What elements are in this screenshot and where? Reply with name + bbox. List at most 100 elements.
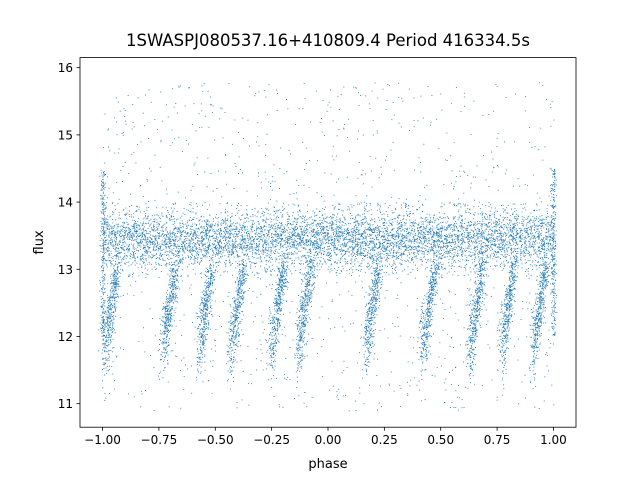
data-point <box>258 240 260 242</box>
data-point <box>435 233 437 235</box>
data-point <box>392 234 393 236</box>
data-point <box>346 209 348 211</box>
data-point <box>468 238 470 240</box>
data-point <box>468 255 470 257</box>
data-point <box>425 228 427 230</box>
data-point <box>251 239 253 241</box>
data-point <box>517 262 519 264</box>
data-point <box>310 251 312 252</box>
data-point <box>425 236 426 237</box>
data-point <box>518 237 520 239</box>
data-point <box>402 240 403 242</box>
data-point <box>351 253 353 255</box>
data-point <box>123 226 125 228</box>
data-point <box>325 236 326 238</box>
data-point <box>534 209 535 211</box>
data-point <box>509 230 511 232</box>
data-point <box>340 257 342 259</box>
data-point <box>248 261 250 263</box>
data-point <box>304 215 306 217</box>
data-point <box>509 243 511 245</box>
data-point <box>317 230 319 231</box>
data-point <box>424 231 426 233</box>
data-point <box>193 236 195 238</box>
data-point <box>196 225 197 226</box>
data-point <box>533 236 535 238</box>
data-point <box>179 251 181 253</box>
data-point <box>438 253 440 255</box>
data-point <box>497 247 499 249</box>
data-point <box>375 243 377 245</box>
data-point <box>433 240 435 242</box>
data-point <box>422 221 424 222</box>
data-point <box>206 220 208 222</box>
data-point <box>488 226 490 228</box>
data-point <box>502 268 504 270</box>
data-point <box>414 219 416 221</box>
data-point <box>146 245 148 247</box>
data-point <box>109 232 111 234</box>
data-point <box>506 260 508 262</box>
data-point <box>391 236 393 238</box>
data-point <box>445 236 446 237</box>
data-point <box>179 222 181 224</box>
data-point <box>261 227 262 229</box>
data-point <box>321 234 322 236</box>
data-point <box>403 241 405 243</box>
data-point <box>360 225 362 227</box>
data-point <box>135 223 137 225</box>
data-point <box>102 245 104 247</box>
data-point <box>306 218 308 220</box>
data-point <box>551 254 553 255</box>
data-point <box>462 242 463 243</box>
data-point <box>160 250 162 251</box>
data-point <box>275 257 277 259</box>
data-point <box>182 259 184 261</box>
data-point <box>422 236 424 238</box>
data-point <box>340 262 341 263</box>
data-point <box>377 234 378 236</box>
data-point <box>367 252 368 254</box>
data-point <box>133 227 135 229</box>
data-point <box>356 251 358 253</box>
data-point <box>177 227 179 229</box>
data-point <box>422 235 424 237</box>
data-point <box>310 235 312 237</box>
data-point <box>274 223 275 225</box>
data-point <box>474 240 476 242</box>
data-point <box>246 216 248 218</box>
data-point <box>282 237 283 239</box>
data-point <box>478 233 480 235</box>
data-point <box>271 233 273 234</box>
data-point <box>425 229 427 231</box>
data-point <box>440 222 442 224</box>
data-point <box>508 276 510 278</box>
data-point <box>273 225 274 227</box>
data-point <box>277 274 278 276</box>
data-point <box>526 275 527 277</box>
data-point <box>218 253 220 254</box>
data-point <box>308 241 310 243</box>
data-point <box>367 241 368 243</box>
data-point <box>247 254 248 256</box>
data-point <box>286 229 288 231</box>
data-point <box>104 237 106 238</box>
data-point <box>111 242 113 243</box>
data-point <box>437 233 439 234</box>
data-point <box>355 244 357 246</box>
data-point <box>172 236 173 238</box>
data-point <box>172 270 173 272</box>
data-point <box>141 265 143 267</box>
data-point <box>179 262 181 264</box>
data-point <box>118 217 120 219</box>
data-point <box>414 249 416 250</box>
data-point <box>513 223 515 225</box>
data-point <box>413 241 415 242</box>
data-point <box>361 262 363 264</box>
data-point <box>238 255 240 257</box>
data-point <box>215 241 217 242</box>
data-point <box>522 244 523 245</box>
data-point <box>260 228 262 230</box>
data-point <box>446 228 448 230</box>
data-point <box>139 235 141 236</box>
